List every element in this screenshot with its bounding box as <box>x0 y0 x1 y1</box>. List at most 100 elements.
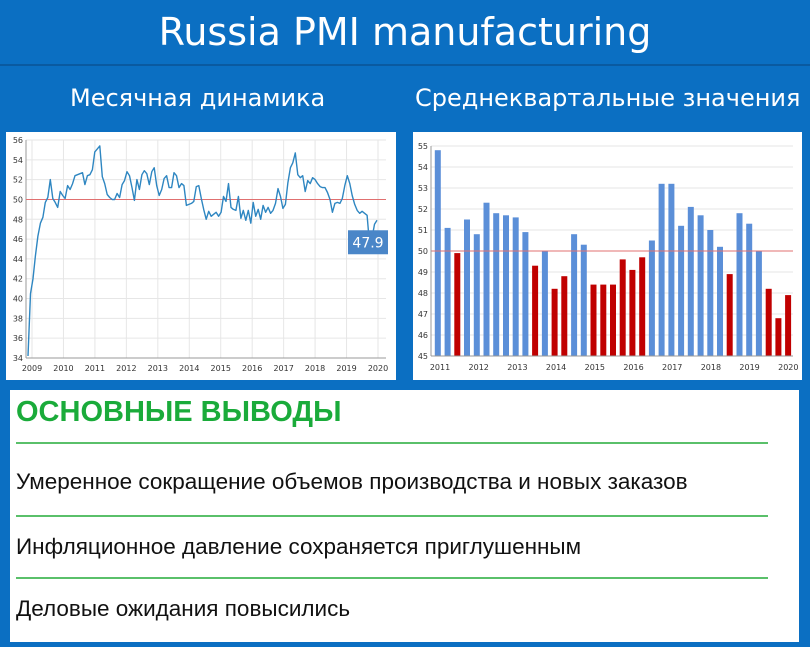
y-tick-label: 52 <box>418 205 428 214</box>
x-tick-label: 2016 <box>623 363 643 372</box>
pmi-quarterly-bar <box>434 150 441 356</box>
pmi-quarterly-bar <box>619 259 626 356</box>
y-tick-label: 45 <box>418 352 428 361</box>
conclusions-heading: ОСНОВНЫЕ ВЫВОДЫ <box>16 396 342 428</box>
last-value-label-box <box>348 230 388 255</box>
y-tick-label: 34 <box>13 354 23 363</box>
divider <box>16 577 768 579</box>
page-title: Russia PMI manufacturing <box>158 10 652 54</box>
y-tick-label: 51 <box>418 226 428 235</box>
y-tick-label: 38 <box>13 314 23 323</box>
x-tick-label: 2011 <box>85 364 105 373</box>
conclusion-item: Деловые ожидания повысились <box>16 596 351 621</box>
pmi-quarterly-bar <box>726 274 733 356</box>
pmi-quarterly-bar <box>687 206 694 356</box>
y-tick-label: 49 <box>418 268 428 277</box>
pmi-quarterly-bar <box>590 284 597 356</box>
y-tick-label: 52 <box>13 176 23 185</box>
y-tick-label: 54 <box>13 156 23 165</box>
monthly-chart-title: Месячная динамика <box>70 84 326 112</box>
pmi-quarterly-bar <box>600 284 607 356</box>
x-tick-label: 2015 <box>211 364 231 373</box>
monthly-chart: 34 36 38 40 42 44 46 48 50 52 54 56 2009 2010 2011 2012… <box>6 132 396 380</box>
pmi-quarterly-bar <box>697 215 704 356</box>
pmi-quarterly-bar <box>532 265 539 356</box>
y-tick-label: 46 <box>418 331 428 340</box>
x-tick-label: 2017 <box>273 364 293 373</box>
x-tick-label: 2019 <box>336 364 356 373</box>
y-tick-label: 53 <box>418 184 428 193</box>
pmi-quarterly-bar <box>775 318 782 356</box>
title-bar: Russia PMI manufacturing <box>0 0 810 66</box>
pmi-quarterly-bar <box>765 288 772 356</box>
pmi-quarterly-bar <box>551 288 558 356</box>
y-tick-label: 44 <box>13 255 23 264</box>
pmi-quarterly-bar <box>639 257 646 356</box>
x-tick-label: 2012 <box>116 364 136 373</box>
x-tick-label: 2010 <box>53 364 73 373</box>
x-tick-label: 2020 <box>368 364 388 373</box>
pmi-quarterly-bar <box>454 253 461 356</box>
x-tick-label: 2019 <box>739 363 759 372</box>
y-tick-label: 46 <box>13 235 23 244</box>
conclusions-panel: ОСНОВНЫЕ ВЫВОДЫ Умеренное сокращение объ… <box>10 390 799 642</box>
pmi-quarterly-bar <box>668 183 675 356</box>
pmi-series-line <box>27 145 378 357</box>
pmi-quarterly-bar <box>648 240 655 356</box>
y-tick-label: 50 <box>13 195 23 204</box>
y-tick-label: 55 <box>418 142 428 151</box>
x-tick-label: 2018 <box>305 364 325 373</box>
pmi-quarterly-bar <box>736 213 743 356</box>
pmi-quarterly-bar <box>464 219 470 356</box>
pmi-quarterly-bar <box>658 183 665 356</box>
pmi-quarterly-bar <box>610 284 616 356</box>
pmi-quarterly-bar <box>483 202 490 356</box>
pmi-quarterly-bar <box>707 230 714 356</box>
pmi-quarterly-bar <box>785 295 792 356</box>
quarterly-chart: 45 46 47 48 49 50 51 52 53 54 55 2011 2012 2013 2014 20… <box>413 132 802 380</box>
conclusion-item: Инфляционное давление сохраняется приглу… <box>16 534 582 559</box>
monthly-line-chart-svg: 34 36 38 40 42 44 46 48 50 52 54 56 2009 2010 2011 2012… <box>13 136 388 373</box>
divider <box>16 515 768 517</box>
y-tick-label: 48 <box>418 289 428 298</box>
pmi-quarterly-bar <box>522 232 529 356</box>
x-tick-label: 2015 <box>585 363 605 372</box>
pmi-quarterly-bar <box>444 227 451 356</box>
x-tick-label: 2013 <box>148 364 168 373</box>
x-tick-label: 2020 <box>778 363 798 372</box>
y-tick-label: 36 <box>13 334 23 343</box>
pmi-quarterly-bar <box>580 244 587 356</box>
pmi-quarterly-bar <box>678 225 685 356</box>
pmi-quarterly-bar <box>561 276 568 356</box>
y-tick-label: 50 <box>418 247 428 256</box>
quarterly-chart-title: Среднеквартальные значения <box>415 84 801 112</box>
conclusion-item: Умеренное сокращение объемов производств… <box>16 469 688 494</box>
pmi-quarterly-bar <box>493 213 500 356</box>
pmi-quarterly-bar <box>571 234 578 356</box>
x-tick-label: 2018 <box>701 363 721 372</box>
y-tick-label: 56 <box>13 136 23 145</box>
pmi-quarterly-bar <box>503 215 509 356</box>
pmi-quarterly-bar <box>473 234 480 356</box>
last-value-label: 47.9 <box>352 235 383 251</box>
pmi-quarterly-bar <box>746 223 753 356</box>
y-tick-label: 47 <box>418 310 428 319</box>
x-tick-label: 2017 <box>662 363 682 372</box>
x-tick-label: 2014 <box>179 364 199 373</box>
pmi-quarterly-bar <box>629 269 636 356</box>
y-tick-label: 54 <box>418 163 428 172</box>
pmi-quarterly-bar <box>717 246 723 356</box>
x-tick-label: 2014 <box>546 363 566 372</box>
y-tick-label: 48 <box>13 215 23 224</box>
pmi-quarterly-bar <box>541 251 548 356</box>
pmi-quarterly-bar <box>512 217 519 356</box>
quarterly-bar-chart-svg: 45 46 47 48 49 50 51 52 53 54 55 2011 2012 2013 2014 20… <box>418 142 799 372</box>
x-tick-label: 2011 <box>430 363 450 372</box>
divider <box>16 442 768 444</box>
y-tick-label: 40 <box>13 295 23 304</box>
x-tick-label: 2009 <box>22 364 42 373</box>
x-tick-label: 2013 <box>507 363 527 372</box>
y-tick-label: 42 <box>13 275 23 284</box>
x-tick-label: 2016 <box>242 364 262 373</box>
x-tick-label: 2012 <box>469 363 489 372</box>
